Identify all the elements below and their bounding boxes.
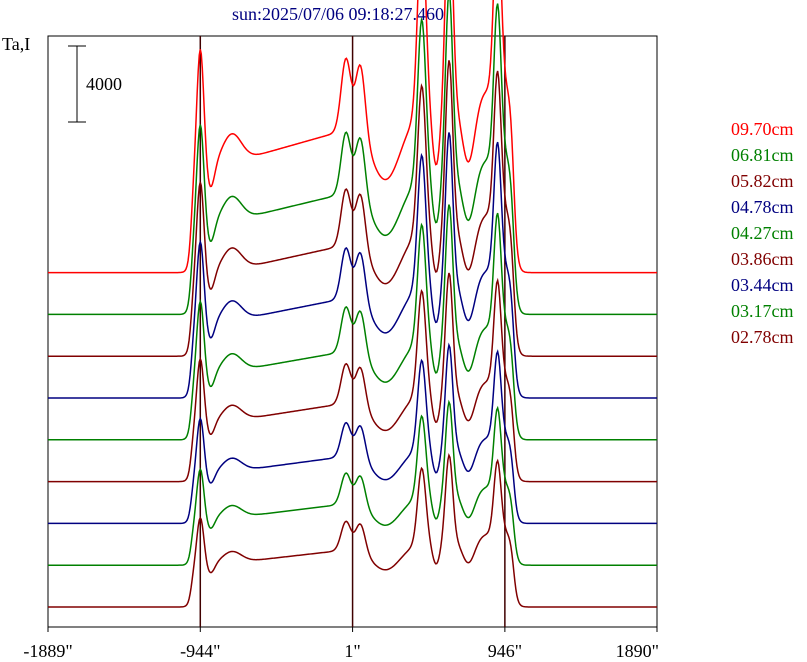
legend-entry-05.82cm: 05.82cm [731, 171, 794, 191]
x-tick-label-4: 1890" [616, 641, 659, 661]
legend-entry-04.78cm: 04.78cm [731, 197, 794, 217]
legend-entry-06.81cm: 06.81cm [731, 145, 794, 165]
scale-bar-label: 4000 [86, 74, 122, 94]
series-line-06.81cm [48, 0, 657, 316]
series-line-02.78cm [48, 452, 657, 608]
series-line-03.17cm [48, 399, 657, 566]
legend-entry-04.27cm: 04.27cm [731, 223, 794, 243]
x-tick-label-1: -944" [180, 641, 220, 661]
legend-entry-03.44cm: 03.44cm [731, 275, 794, 295]
legend-entry-03.17cm: 03.17cm [731, 301, 794, 321]
legend-entry-09.70cm: 09.70cm [731, 119, 794, 139]
x-tick-label-0: -1889" [23, 641, 72, 661]
series-line-04.27cm [48, 204, 657, 441]
series-line-03.86cm [48, 272, 657, 483]
legend-entry-02.78cm: 02.78cm [731, 327, 794, 347]
series-line-04.78cm [48, 132, 657, 399]
series-line-05.82cm [48, 60, 657, 357]
legend-entry-03.86cm: 03.86cm [731, 249, 794, 269]
x-tick-label-2: 1" [344, 641, 360, 661]
y-axis-label: Ta,I [2, 34, 30, 54]
x-tick-label-3: 946" [488, 641, 522, 661]
series-line-03.44cm [48, 342, 657, 525]
scale-bar: 4000 [68, 45, 122, 123]
series-line-09.70cm [48, 0, 657, 274]
chart-title: sun:2025/07/06 09:18:27.460 [232, 4, 444, 24]
